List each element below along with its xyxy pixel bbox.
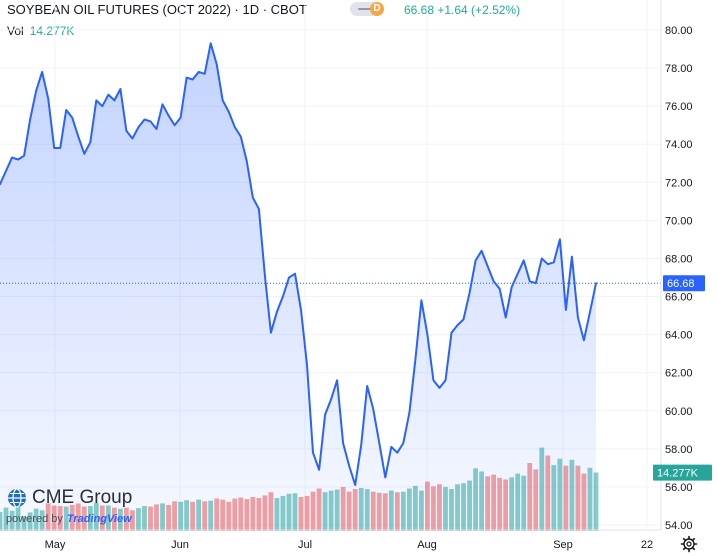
price-area-fill: [0, 43, 596, 532]
price-axis-tick-label: 74.00: [665, 139, 693, 151]
price-axis-tick-label: 60.00: [665, 406, 693, 418]
last-volume-badge: 14.277K: [653, 464, 712, 481]
time-axis-tick-label: 22: [641, 539, 653, 551]
volume-label: Vol: [7, 24, 24, 38]
chart-header: SOYBEAN OIL FUTURES (OCT 2022) · 1D · CB…: [0, 0, 717, 48]
time-axis-tick-label: Aug: [417, 539, 437, 551]
last-volume-label: 14.277K: [657, 468, 699, 480]
time-axis-tick-label: Jun: [171, 539, 189, 551]
gear-icon[interactable]: [680, 535, 698, 553]
logo-text: CME Group: [32, 487, 133, 508]
tradingview-brand: TradingView: [66, 513, 132, 525]
price-line-series: [0, 42, 597, 486]
price-axis-tick-label: 56.00: [665, 482, 693, 494]
time-axis-tick-label: May: [45, 539, 66, 551]
price-axis-tick-label: 66.00: [665, 292, 693, 304]
price-axis-tick-label: 62.00: [665, 368, 693, 380]
price-axis-tick-label: 70.00: [665, 215, 693, 227]
price-axis-tick-label: 76.00: [665, 101, 693, 113]
cme-group-logo[interactable]: CME Group: [6, 487, 132, 514]
price-axis-tick-label: 80.00: [665, 25, 693, 37]
volume-legend[interactable]: Vol 14.277K: [7, 24, 74, 38]
time-axis-tick-label: Jul: [298, 539, 312, 551]
price-axis-tick-label: 58.00: [665, 444, 693, 456]
price-quote: 66.68 +1.64 (+2.52%): [404, 3, 521, 17]
price-axis-tick-label: 78.00: [665, 63, 693, 75]
last-price-label: 66.68: [667, 278, 695, 290]
time-axis[interactable]: May Jun Jul Aug Sep 22: [0, 529, 661, 551]
tradingview-attribution[interactable]: powered by TradingView: [6, 513, 132, 525]
powered-by-text: powered by: [6, 513, 63, 525]
price-axis-tick-label: 54.00: [665, 520, 693, 532]
cme-globe-icon: [8, 488, 26, 508]
time-axis-tick-label: Sep: [553, 539, 573, 551]
symbol-title[interactable]: SOYBEAN OIL FUTURES (OCT 2022) · 1D · CB…: [7, 2, 307, 17]
price-axis[interactable]: 54.00 56.00 58.00 60.00 62.00 64.00 66.00 68.00…: [660, 0, 693, 532]
last-price-badge: 66.68: [663, 275, 705, 292]
price-axis-tick-label: 72.00: [665, 177, 693, 189]
volume-value: 14.277K: [29, 24, 75, 38]
price-axis-tick-label: 68.00: [665, 253, 693, 265]
data-delayed-badge[interactable]: D: [370, 2, 384, 16]
price-axis-tick-label: 64.00: [665, 330, 693, 342]
